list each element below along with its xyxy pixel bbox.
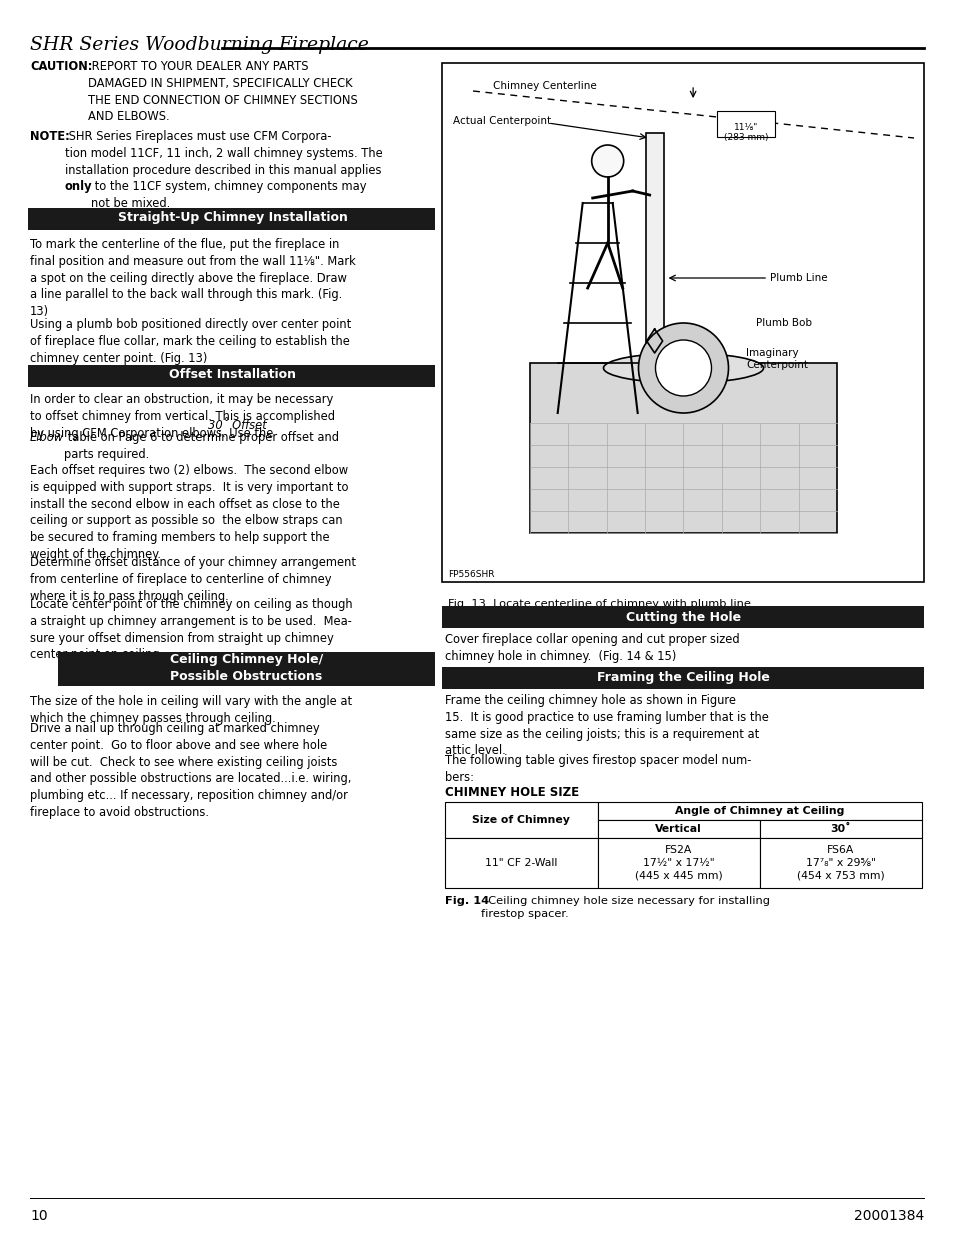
Circle shape — [591, 144, 623, 177]
Bar — [759, 839, 921, 888]
Text: to the 11CF system, chimney components may
not be mixed.: to the 11CF system, chimney components m… — [91, 180, 366, 210]
Bar — [441, 667, 923, 689]
Text: 30˚ Offset: 30˚ Offset — [208, 419, 267, 432]
Text: Imaginary
Centerpoint: Imaginary Centerpoint — [745, 348, 807, 370]
Text: Ceiling Chimney Hole/
Possible Obstructions: Ceiling Chimney Hole/ Possible Obstructi… — [170, 653, 323, 683]
Text: FS6A
17⁷₈" x 29⅝"
(454 x 753 mm): FS6A 17⁷₈" x 29⅝" (454 x 753 mm) — [796, 845, 883, 881]
Text: Size of Chimney: Size of Chimney — [472, 815, 570, 825]
Bar — [759, 820, 921, 839]
Bar — [444, 839, 597, 888]
Text: only: only — [65, 180, 92, 193]
Text: NOTE:: NOTE: — [30, 130, 70, 143]
Text: Cutting the Hole: Cutting the Hole — [625, 610, 740, 624]
Text: In order to clear an obstruction, it may be necessary
to offset chimney from ver: In order to clear an obstruction, it may… — [30, 393, 335, 440]
Text: Each offset requires two (2) elbows.  The second elbow
is equipped with support : Each offset requires two (2) elbows. The… — [30, 464, 348, 561]
Bar — [28, 207, 435, 230]
Text: Plumb Bob: Plumb Bob — [755, 317, 811, 329]
Text: CAUTION:: CAUTION: — [30, 61, 92, 73]
Text: table on Page 6 to determine proper offset and
parts required.: table on Page 6 to determine proper offs… — [64, 431, 338, 461]
Text: 11⅛"
(283 mm): 11⅛" (283 mm) — [723, 124, 767, 142]
Text: Locate center point of the chimney on ceiling as though
a straight up chimney ar: Locate center point of the chimney on ce… — [30, 598, 353, 662]
Text: 30˚: 30˚ — [830, 824, 850, 834]
Circle shape — [655, 340, 711, 396]
Text: 20001384: 20001384 — [853, 1209, 923, 1223]
Text: Drive a nail up through ceiling at marked chimney
center point.  Go to floor abo: Drive a nail up through ceiling at marke… — [30, 722, 351, 819]
Bar — [717, 111, 775, 137]
Text: Actual Centerpoint: Actual Centerpoint — [453, 116, 551, 126]
Text: REPORT TO YOUR DEALER ANY PARTS
DAMAGED IN SHIPMENT, SPECIFICALLY CHECK
THE END : REPORT TO YOUR DEALER ANY PARTS DAMAGED … — [88, 61, 357, 124]
Text: Cover fireplace collar opening and cut proper sized
chimney hole in chimney.  (F: Cover fireplace collar opening and cut p… — [444, 634, 739, 663]
Text: The size of the hole in ceiling will vary with the angle at
which the chimney pa: The size of the hole in ceiling will var… — [30, 695, 352, 725]
Text: The following table gives firestop spacer model num-
bers:: The following table gives firestop space… — [444, 755, 751, 784]
Text: Straight-Up Chimney Installation: Straight-Up Chimney Installation — [117, 211, 347, 225]
Bar — [645, 133, 663, 348]
Bar — [444, 802, 597, 839]
Text: To mark the centerline of the flue, put the fireplace in
final position and meas: To mark the centerline of the flue, put … — [30, 238, 355, 319]
Bar — [441, 63, 923, 582]
Text: Framing the Ceiling Hole: Framing the Ceiling Hole — [597, 672, 769, 684]
Text: FP556SHR: FP556SHR — [448, 571, 494, 579]
Circle shape — [638, 324, 728, 412]
Bar — [58, 652, 435, 685]
Text: Plumb Line: Plumb Line — [769, 273, 827, 283]
Text: Frame the ceiling chimney hole as shown in Figure
15.  It is good practice to us: Frame the ceiling chimney hole as shown … — [444, 694, 768, 757]
Text: 11" CF 2-Wall: 11" CF 2-Wall — [485, 858, 557, 868]
Text: 10: 10 — [30, 1209, 48, 1223]
Text: Chimney Centerline: Chimney Centerline — [493, 82, 597, 91]
Bar — [441, 606, 923, 629]
Text: Vertical: Vertical — [655, 824, 701, 834]
Text: CHIMNEY HOLE SIZE: CHIMNEY HOLE SIZE — [444, 785, 578, 799]
Bar — [597, 820, 759, 839]
Text: Determine offset distance of your chimney arrangement
from centerline of firepla: Determine offset distance of your chimne… — [30, 556, 355, 603]
Text: Ceiling chimney hole size necessary for installing
firestop spacer.: Ceiling chimney hole size necessary for … — [480, 897, 769, 919]
Text: Fig. 13  Locate centerline of chimney with plumb line.: Fig. 13 Locate centerline of chimney wit… — [448, 599, 754, 609]
Text: SHR Series Fireplaces must use CFM Corpora-
tion model 11CF, 11 inch, 2 wall chi: SHR Series Fireplaces must use CFM Corpo… — [65, 130, 382, 194]
Text: Fig. 14: Fig. 14 — [444, 897, 489, 906]
Ellipse shape — [603, 353, 762, 383]
Text: FS2A
17½" x 17½"
(445 x 445 mm): FS2A 17½" x 17½" (445 x 445 mm) — [634, 845, 721, 881]
Text: Using a plumb bob positioned directly over center point
of fireplace flue collar: Using a plumb bob positioned directly ov… — [30, 317, 351, 364]
Bar — [28, 366, 435, 387]
Bar — [529, 363, 837, 534]
Text: Offset Installation: Offset Installation — [169, 368, 295, 382]
Bar — [597, 802, 921, 820]
Text: SHR Series Woodburning Fireplace: SHR Series Woodburning Fireplace — [30, 36, 369, 54]
Text: Angle of Chimney at Ceiling: Angle of Chimney at Ceiling — [675, 806, 843, 816]
Text: Elbow: Elbow — [30, 431, 64, 445]
Bar — [597, 839, 759, 888]
